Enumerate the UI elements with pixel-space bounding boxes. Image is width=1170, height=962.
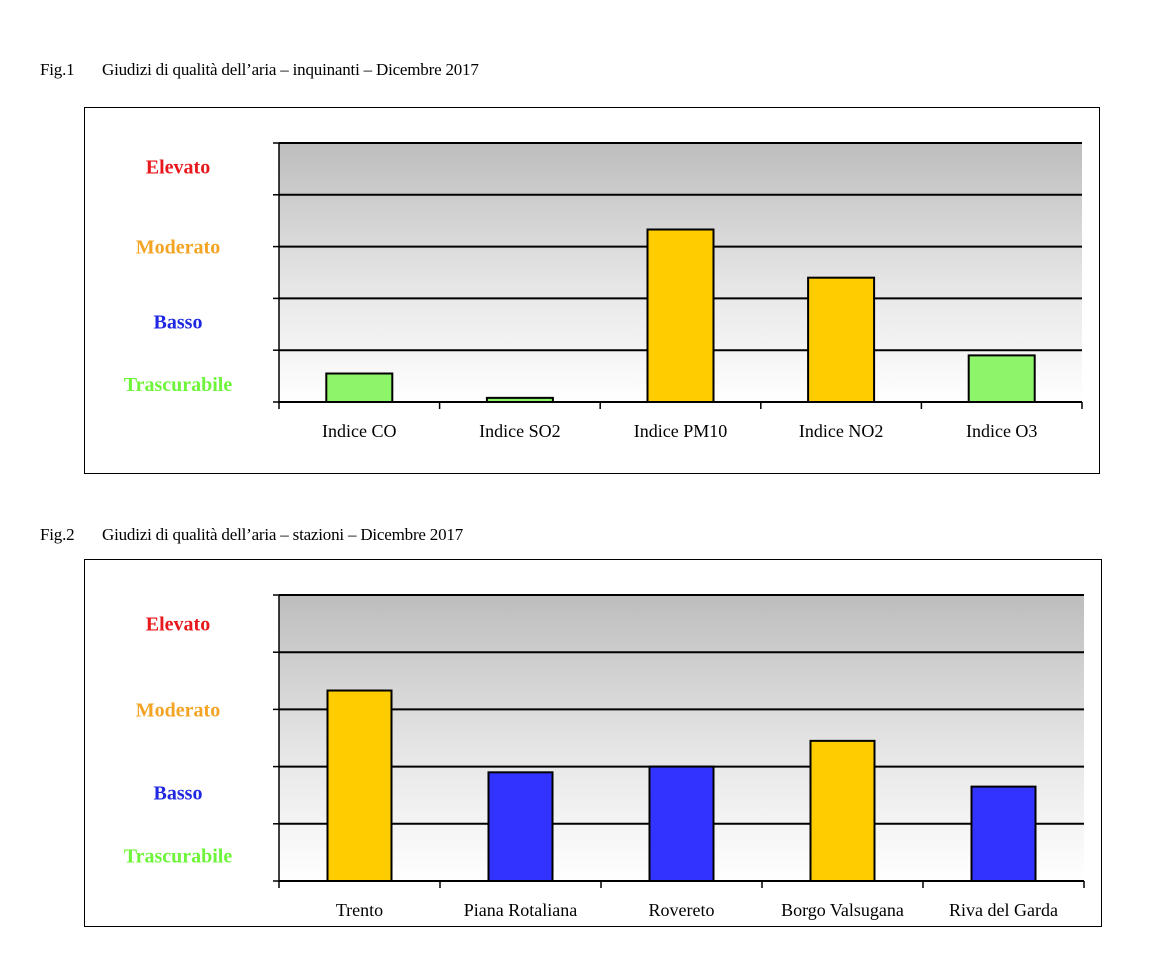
level-label-trascurabile: Trascurabile — [124, 374, 233, 396]
x-tick-label: Indice SO2 — [479, 421, 560, 441]
bar-indice-no2 — [807, 276, 876, 403]
figure-1-caption: Fig.1 Giudizi di qualità dell’aria – inqu… — [40, 60, 479, 80]
figure-1-number: Fig.1 — [40, 60, 75, 79]
x-tick-label: Trento — [336, 900, 383, 920]
chart-pollutants-svg: Trascurabile Basso Moderato Elevato Indice C… — [124, 142, 1083, 441]
level-label-elevato: Elevato — [146, 156, 210, 178]
figure-2-caption: Fig.2 Giudizi di qualità dell’aria – staz… — [40, 525, 463, 545]
bar-indice-co — [325, 372, 394, 404]
x-tick-label: Riva del Garda — [949, 900, 1058, 920]
figure-1-title: Giudizi di qualità dell’aria – inquinant… — [102, 60, 479, 79]
x-tick-label: Piana Rotaliana — [464, 900, 577, 920]
bar-piana-rotaliana — [487, 771, 554, 883]
level-label-moderato: Moderato — [136, 237, 220, 259]
level-label-basso: Basso — [154, 312, 203, 334]
bar-indice-pm10 — [646, 228, 715, 403]
figure-2-number: Fig.2 — [40, 525, 75, 544]
x-tick-label: Indice NO2 — [799, 421, 883, 441]
x-tick-label: Rovereto — [649, 900, 715, 920]
chart-stations-svg: Trascurabile Basso Moderato Elevato Trento Pi… — [124, 594, 1085, 920]
bar-rovereto — [648, 765, 715, 883]
bar-riva-del-garda — [970, 785, 1037, 882]
bar-indice-o3 — [967, 354, 1036, 404]
x-tick-label: Indice O3 — [966, 421, 1037, 441]
chart-pollutants: Trascurabile Basso Moderato Elevato Indice C… — [84, 107, 1100, 474]
bar-indice-so2 — [485, 396, 554, 403]
bar-borgo-valsugana — [809, 739, 876, 882]
level-label-elevato: Elevato — [146, 614, 210, 636]
level-label-basso: Basso — [154, 782, 203, 804]
x-tick-label: Borgo Valsugana — [781, 900, 904, 920]
bar-trento — [326, 689, 393, 882]
level-label-trascurabile: Trascurabile — [124, 845, 233, 867]
chart-stations: Trascurabile Basso Moderato Elevato Trento Pi… — [84, 559, 1102, 927]
x-tick-label: Indice CO — [322, 421, 396, 441]
figure-2-title: Giudizi di qualità dell’aria – stazioni … — [102, 525, 463, 544]
level-label-moderato: Moderato — [136, 699, 220, 721]
x-tick-label: Indice PM10 — [634, 421, 728, 441]
